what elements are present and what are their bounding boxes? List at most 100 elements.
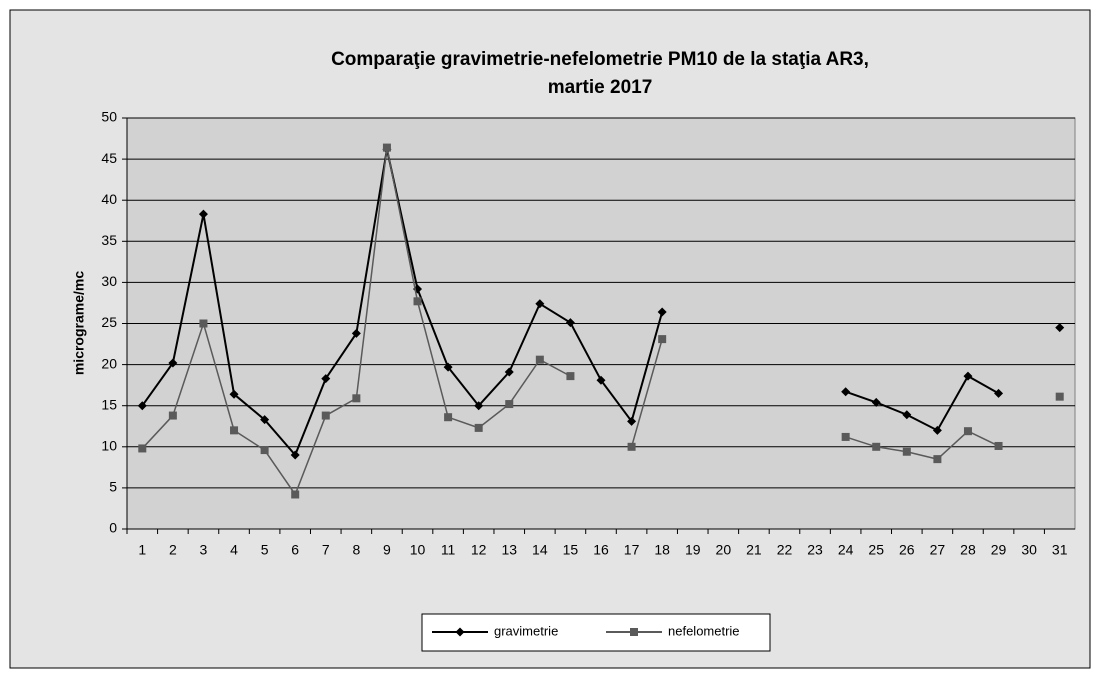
x-tick-label: 16 — [593, 542, 609, 558]
x-tick-label: 23 — [807, 542, 823, 558]
y-tick-label: 30 — [101, 273, 117, 289]
marker — [444, 413, 453, 422]
x-tick-label: 30 — [1021, 542, 1037, 558]
x-tick-label: 13 — [501, 542, 517, 558]
x-tick-label: 27 — [930, 542, 946, 558]
legend-marker — [630, 628, 638, 636]
marker — [291, 490, 300, 499]
marker — [902, 447, 911, 456]
marker — [382, 143, 391, 152]
series-line — [845, 430, 999, 460]
marker — [290, 450, 300, 460]
x-tick-label: 14 — [532, 542, 548, 558]
x-tick-label: 22 — [777, 542, 793, 558]
y-tick-label: 40 — [101, 191, 117, 207]
marker — [535, 355, 544, 364]
y-tick-label: 25 — [101, 314, 117, 330]
marker — [627, 442, 636, 451]
marker — [474, 401, 484, 411]
marker — [902, 410, 912, 420]
marker — [352, 394, 361, 403]
x-tick-label: 5 — [261, 542, 269, 558]
y-tick-label: 45 — [101, 150, 117, 166]
x-tick-label: 25 — [868, 542, 884, 558]
marker — [566, 372, 575, 381]
marker — [535, 299, 545, 309]
marker — [230, 426, 239, 435]
y-tick-label: 20 — [101, 355, 117, 371]
x-tick-label: 29 — [991, 542, 1007, 558]
x-tick-label: 11 — [441, 542, 456, 558]
x-tick-label: 21 — [746, 542, 762, 558]
marker — [138, 444, 147, 453]
marker — [596, 375, 606, 385]
marker — [871, 397, 881, 407]
chart-title: martie 2017 — [548, 77, 653, 98]
y-axis-label: micrograme/mc — [71, 271, 87, 375]
marker — [260, 415, 270, 425]
x-tick-label: 3 — [200, 542, 208, 558]
marker — [841, 432, 850, 441]
marker — [443, 362, 453, 372]
legend-label: gravimetrie — [494, 623, 558, 638]
x-tick-label: 4 — [230, 542, 238, 558]
chart-title: Comparaţie gravimetrie-nefelometrie PM10… — [331, 49, 869, 70]
x-tick-label: 8 — [352, 542, 360, 558]
marker — [841, 387, 851, 397]
y-tick-label: 10 — [101, 438, 117, 454]
x-tick-label: 24 — [838, 542, 854, 558]
marker — [994, 441, 1003, 450]
legend-label: nefelometrie — [668, 623, 740, 638]
x-tick-label: 1 — [138, 542, 146, 558]
marker — [872, 442, 881, 451]
marker — [994, 388, 1004, 398]
x-tick-label: 10 — [410, 542, 426, 558]
marker — [321, 374, 331, 384]
marker — [229, 389, 239, 399]
y-tick-label: 0 — [109, 520, 117, 536]
x-tick-label: 28 — [960, 542, 976, 558]
series-line — [845, 374, 1000, 432]
x-tick-label: 19 — [685, 542, 701, 558]
marker — [260, 446, 269, 455]
marker — [657, 307, 667, 317]
x-tick-label: 20 — [716, 542, 732, 558]
marker — [504, 367, 514, 377]
x-tick-label: 17 — [624, 542, 640, 558]
y-tick-label: 35 — [101, 232, 117, 248]
x-tick-label: 2 — [169, 542, 177, 558]
x-tick-label: 31 — [1052, 542, 1068, 558]
marker — [505, 400, 514, 409]
x-tick-label: 15 — [563, 542, 579, 558]
series-line — [141, 149, 664, 457]
series-line — [630, 338, 663, 448]
marker — [932, 425, 942, 435]
marker — [1055, 323, 1065, 333]
marker — [627, 416, 637, 426]
x-tick-label: 9 — [383, 542, 391, 558]
marker — [168, 358, 178, 368]
marker — [963, 371, 973, 381]
marker — [565, 318, 575, 328]
marker — [321, 411, 330, 420]
x-tick-label: 12 — [471, 542, 487, 558]
legend-marker — [455, 627, 465, 637]
x-tick-label: 7 — [322, 542, 330, 558]
marker — [168, 411, 177, 420]
y-tick-label: 5 — [109, 479, 117, 495]
marker — [963, 427, 972, 436]
marker — [351, 328, 361, 338]
marker — [474, 423, 483, 432]
marker — [413, 297, 422, 306]
x-tick-label: 6 — [291, 542, 299, 558]
marker — [933, 455, 942, 464]
x-tick-label: 18 — [654, 542, 670, 558]
marker — [658, 335, 667, 344]
marker — [198, 209, 208, 219]
y-tick-label: 15 — [101, 396, 117, 412]
marker — [137, 401, 147, 411]
x-tick-label: 26 — [899, 542, 915, 558]
marker — [1055, 392, 1064, 401]
marker — [199, 319, 208, 328]
